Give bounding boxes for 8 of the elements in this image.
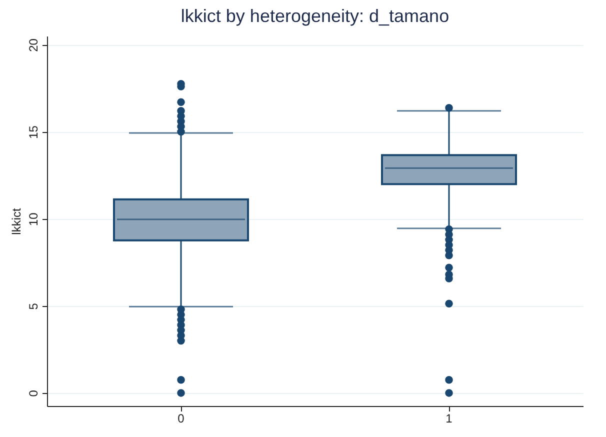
y-tick-label: 5 — [26, 302, 40, 310]
y-tick-label: 20 — [26, 38, 40, 52]
y-tick-label: 15 — [26, 125, 40, 139]
y-tick-label: 10 — [26, 212, 40, 226]
x-tick-label: 1 — [446, 412, 453, 426]
y-axis-title: lkkict — [10, 208, 24, 235]
chart-title: lkkict by heterogeneity: d_tamano — [180, 6, 450, 26]
y-tick-label: 0 — [26, 390, 40, 397]
